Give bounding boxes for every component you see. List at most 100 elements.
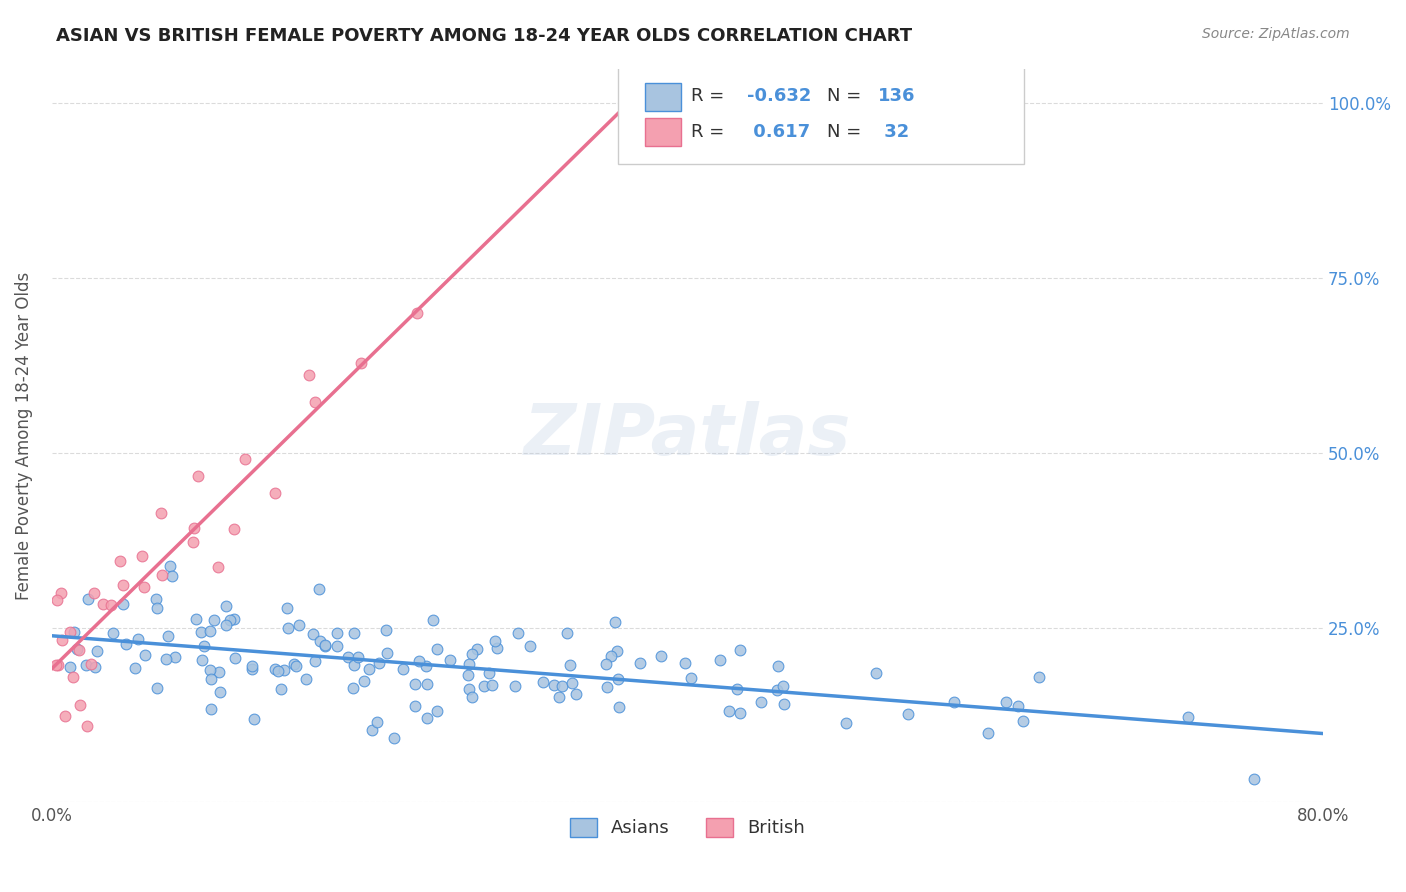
Point [337, 650, 360, 665]
Point [198, 624, 221, 639]
Point [200, 702, 222, 716]
Point [200, 672, 222, 686]
Point [772, 679, 794, 693]
Point [91, 597, 114, 611]
Y-axis label: Female Poverty Among 18-24 Year Olds: Female Poverty Among 18-24 Year Olds [15, 271, 32, 599]
Point [531, 675, 554, 690]
Point [607, 700, 630, 714]
Point [131, 549, 153, 564]
Point [995, 695, 1018, 709]
Text: R =: R = [692, 122, 730, 141]
Point [155, 652, 177, 666]
Point [314, 638, 336, 652]
Text: Source: ZipAtlas.com: Source: ZipAtlas.com [1202, 27, 1350, 41]
Point [606, 644, 628, 658]
Point [408, 654, 430, 668]
Point [416, 677, 439, 691]
Point [270, 682, 292, 697]
Point [62, 670, 84, 684]
Point [160, 569, 183, 583]
Point [486, 640, 509, 655]
Point [415, 658, 437, 673]
Point [242, 658, 264, 673]
Point [439, 653, 461, 667]
Text: 136: 136 [879, 87, 915, 105]
Point [551, 679, 574, 693]
Point [308, 582, 330, 597]
Point [108, 554, 131, 568]
Point [976, 726, 998, 740]
Point [1177, 710, 1199, 724]
Point [183, 521, 205, 535]
Point [343, 658, 366, 673]
Point [314, 639, 336, 653]
Point [461, 690, 484, 705]
Point [103, 625, 125, 640]
Point [730, 643, 752, 657]
Point [772, 697, 794, 711]
Point [426, 641, 449, 656]
Point [45, 658, 67, 673]
Point [69, 698, 91, 713]
Point [342, 681, 364, 695]
Point [80, 657, 103, 672]
Point [565, 687, 588, 701]
Point [361, 723, 384, 737]
Text: R =: R = [692, 87, 730, 105]
Point [415, 711, 437, 725]
Point [184, 612, 207, 626]
Point [375, 623, 398, 637]
Point [1007, 699, 1029, 714]
Point [264, 486, 287, 500]
Point [650, 649, 672, 664]
Point [273, 663, 295, 677]
Point [190, 624, 212, 639]
Point [749, 695, 772, 709]
Point [519, 640, 541, 654]
Text: -0.632: -0.632 [747, 87, 811, 105]
Point [596, 681, 619, 695]
Point [46, 658, 69, 673]
Point [77, 591, 100, 606]
Point [208, 685, 231, 699]
Point [83, 660, 105, 674]
FancyBboxPatch shape [645, 83, 681, 112]
Point [681, 671, 703, 685]
Point [114, 637, 136, 651]
Point [595, 657, 617, 672]
Point [561, 675, 583, 690]
Legend: Asians, British: Asians, British [562, 811, 813, 845]
Point [233, 452, 256, 467]
Point [465, 642, 488, 657]
Point [187, 469, 209, 483]
Point [62, 624, 84, 639]
Point [460, 647, 482, 661]
Text: N =: N = [827, 122, 868, 141]
Point [75, 658, 97, 673]
Point [283, 657, 305, 671]
Point [426, 704, 449, 718]
Point [326, 639, 349, 653]
Point [503, 679, 526, 693]
Point [342, 626, 364, 640]
Point [457, 668, 479, 682]
Point [543, 678, 565, 692]
Point [304, 395, 326, 409]
Point [86, 644, 108, 658]
Text: 32: 32 [879, 122, 910, 141]
Point [730, 706, 752, 720]
Point [193, 639, 215, 653]
Point [392, 662, 415, 676]
Text: ZIPatlas: ZIPatlas [524, 401, 851, 470]
Point [284, 658, 307, 673]
Point [357, 662, 380, 676]
Point [156, 629, 179, 643]
Point [457, 657, 479, 672]
Point [481, 678, 503, 692]
Point [264, 662, 287, 676]
Point [302, 626, 325, 640]
Point [628, 656, 651, 670]
Point [66, 642, 89, 657]
Point [605, 615, 627, 629]
Point [548, 690, 571, 705]
